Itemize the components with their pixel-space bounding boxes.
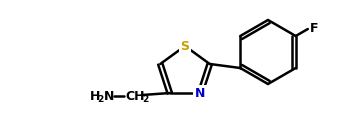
Text: S: S (180, 40, 190, 53)
Text: 2: 2 (143, 95, 149, 103)
Text: F: F (310, 23, 318, 36)
Text: H: H (90, 89, 100, 103)
Text: CH: CH (126, 89, 145, 103)
Text: N: N (195, 87, 205, 100)
Text: 2: 2 (98, 95, 104, 103)
Text: N: N (104, 89, 114, 103)
